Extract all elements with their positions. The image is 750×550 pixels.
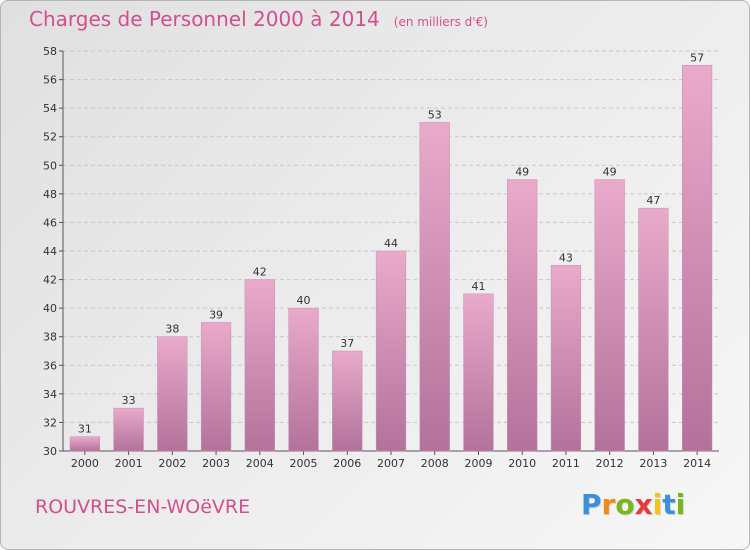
value-label-2003: 39 (209, 308, 223, 321)
x-tick-label-2005: 2005 (290, 457, 318, 470)
y-tick-label: 30 (43, 445, 57, 458)
logo-letter: i (675, 488, 686, 521)
bar-2003 (200, 322, 232, 452)
y-tick-label: 46 (43, 216, 57, 229)
x-tick-label-2008: 2008 (421, 457, 449, 470)
value-label-2000: 31 (78, 423, 92, 436)
x-tick-label-2001: 2001 (115, 457, 143, 470)
value-label-2008: 53 (428, 108, 442, 121)
x-tick-label-2014: 2014 (683, 457, 711, 470)
bar-2006 (332, 350, 363, 452)
x-tick-label-2000: 2000 (71, 457, 99, 470)
town-name: ROUVRES-EN-WOëVRE (35, 496, 251, 518)
bar-2001 (113, 407, 144, 452)
x-tick-label-2009: 2009 (464, 457, 492, 470)
y-tick-label: 48 (43, 188, 57, 201)
bar-2004 (244, 279, 275, 452)
value-label-2009: 41 (471, 280, 485, 293)
y-tick-label: 34 (43, 388, 57, 401)
value-label-2002: 38 (165, 323, 179, 336)
bar-2008 (419, 122, 450, 452)
value-label-2010: 49 (515, 166, 529, 179)
y-tick-label: 50 (43, 159, 57, 172)
bar-2007 (375, 250, 407, 452)
y-tick-label: 38 (43, 331, 57, 344)
logo-letter: o (615, 488, 635, 521)
value-label-2007: 44 (384, 237, 398, 250)
y-tick-label: 36 (43, 359, 57, 372)
y-tick-label: 58 (43, 45, 57, 58)
bar-2014 (682, 65, 713, 452)
logo-letter: r (601, 488, 616, 521)
labels: 30 32 34 36 38 40 42 44 46 48 50 52 54 56 58 31 2000 33 20… (43, 45, 711, 470)
value-label-2012: 49 (603, 166, 617, 179)
bars (69, 65, 713, 452)
x-tick-label-2012: 2012 (596, 457, 624, 470)
x-tick-label-2011: 2011 (552, 457, 580, 470)
x-tick-label-2002: 2002 (158, 457, 186, 470)
chart-title: Charges de Personnel 2000 à 2014 (en mill… (29, 7, 488, 31)
logo-letter: P (581, 488, 602, 521)
value-label-2004: 42 (253, 266, 267, 279)
bar-2002 (157, 336, 188, 452)
y-tick-label: 44 (43, 245, 57, 258)
y-tick-label: 52 (43, 131, 57, 144)
bar-2009 (463, 293, 494, 452)
logo-letter: t (662, 488, 676, 521)
proxiti-logo: Proxiti (581, 488, 685, 521)
y-tick-label: 42 (43, 274, 57, 287)
value-label-2005: 40 (297, 294, 311, 307)
bar-2010 (507, 179, 538, 452)
x-tick-label-2013: 2013 (639, 457, 667, 470)
logo-letter: x (634, 488, 653, 521)
y-tick-label: 40 (43, 302, 57, 315)
bar-2012 (594, 179, 625, 452)
y-tick-label: 32 (43, 416, 57, 429)
y-tick-label: 54 (43, 102, 57, 115)
y-tick-label: 56 (43, 74, 57, 87)
bar-2011 (550, 265, 582, 452)
chart-subtitle: (en milliers d'€) (393, 15, 488, 29)
x-tick-label-2004: 2004 (246, 457, 274, 470)
x-tick-label-2006: 2006 (333, 457, 361, 470)
x-tick-label-2003: 2003 (202, 457, 230, 470)
logo-letter: i (652, 488, 663, 521)
bar-2005 (288, 307, 319, 452)
chart-title-text: Charges de Personnel 2000 à 2014 (29, 7, 380, 31)
x-tick-label-2007: 2007 (377, 457, 405, 470)
value-label-2014: 57 (690, 51, 704, 64)
bar-2000 (69, 436, 100, 452)
x-tick-label-2010: 2010 (508, 457, 536, 470)
bar-2013 (638, 207, 669, 452)
value-label-2011: 43 (559, 251, 573, 264)
value-label-2001: 33 (122, 394, 136, 407)
value-label-2013: 47 (646, 194, 660, 207)
value-label-2006: 37 (340, 337, 354, 350)
